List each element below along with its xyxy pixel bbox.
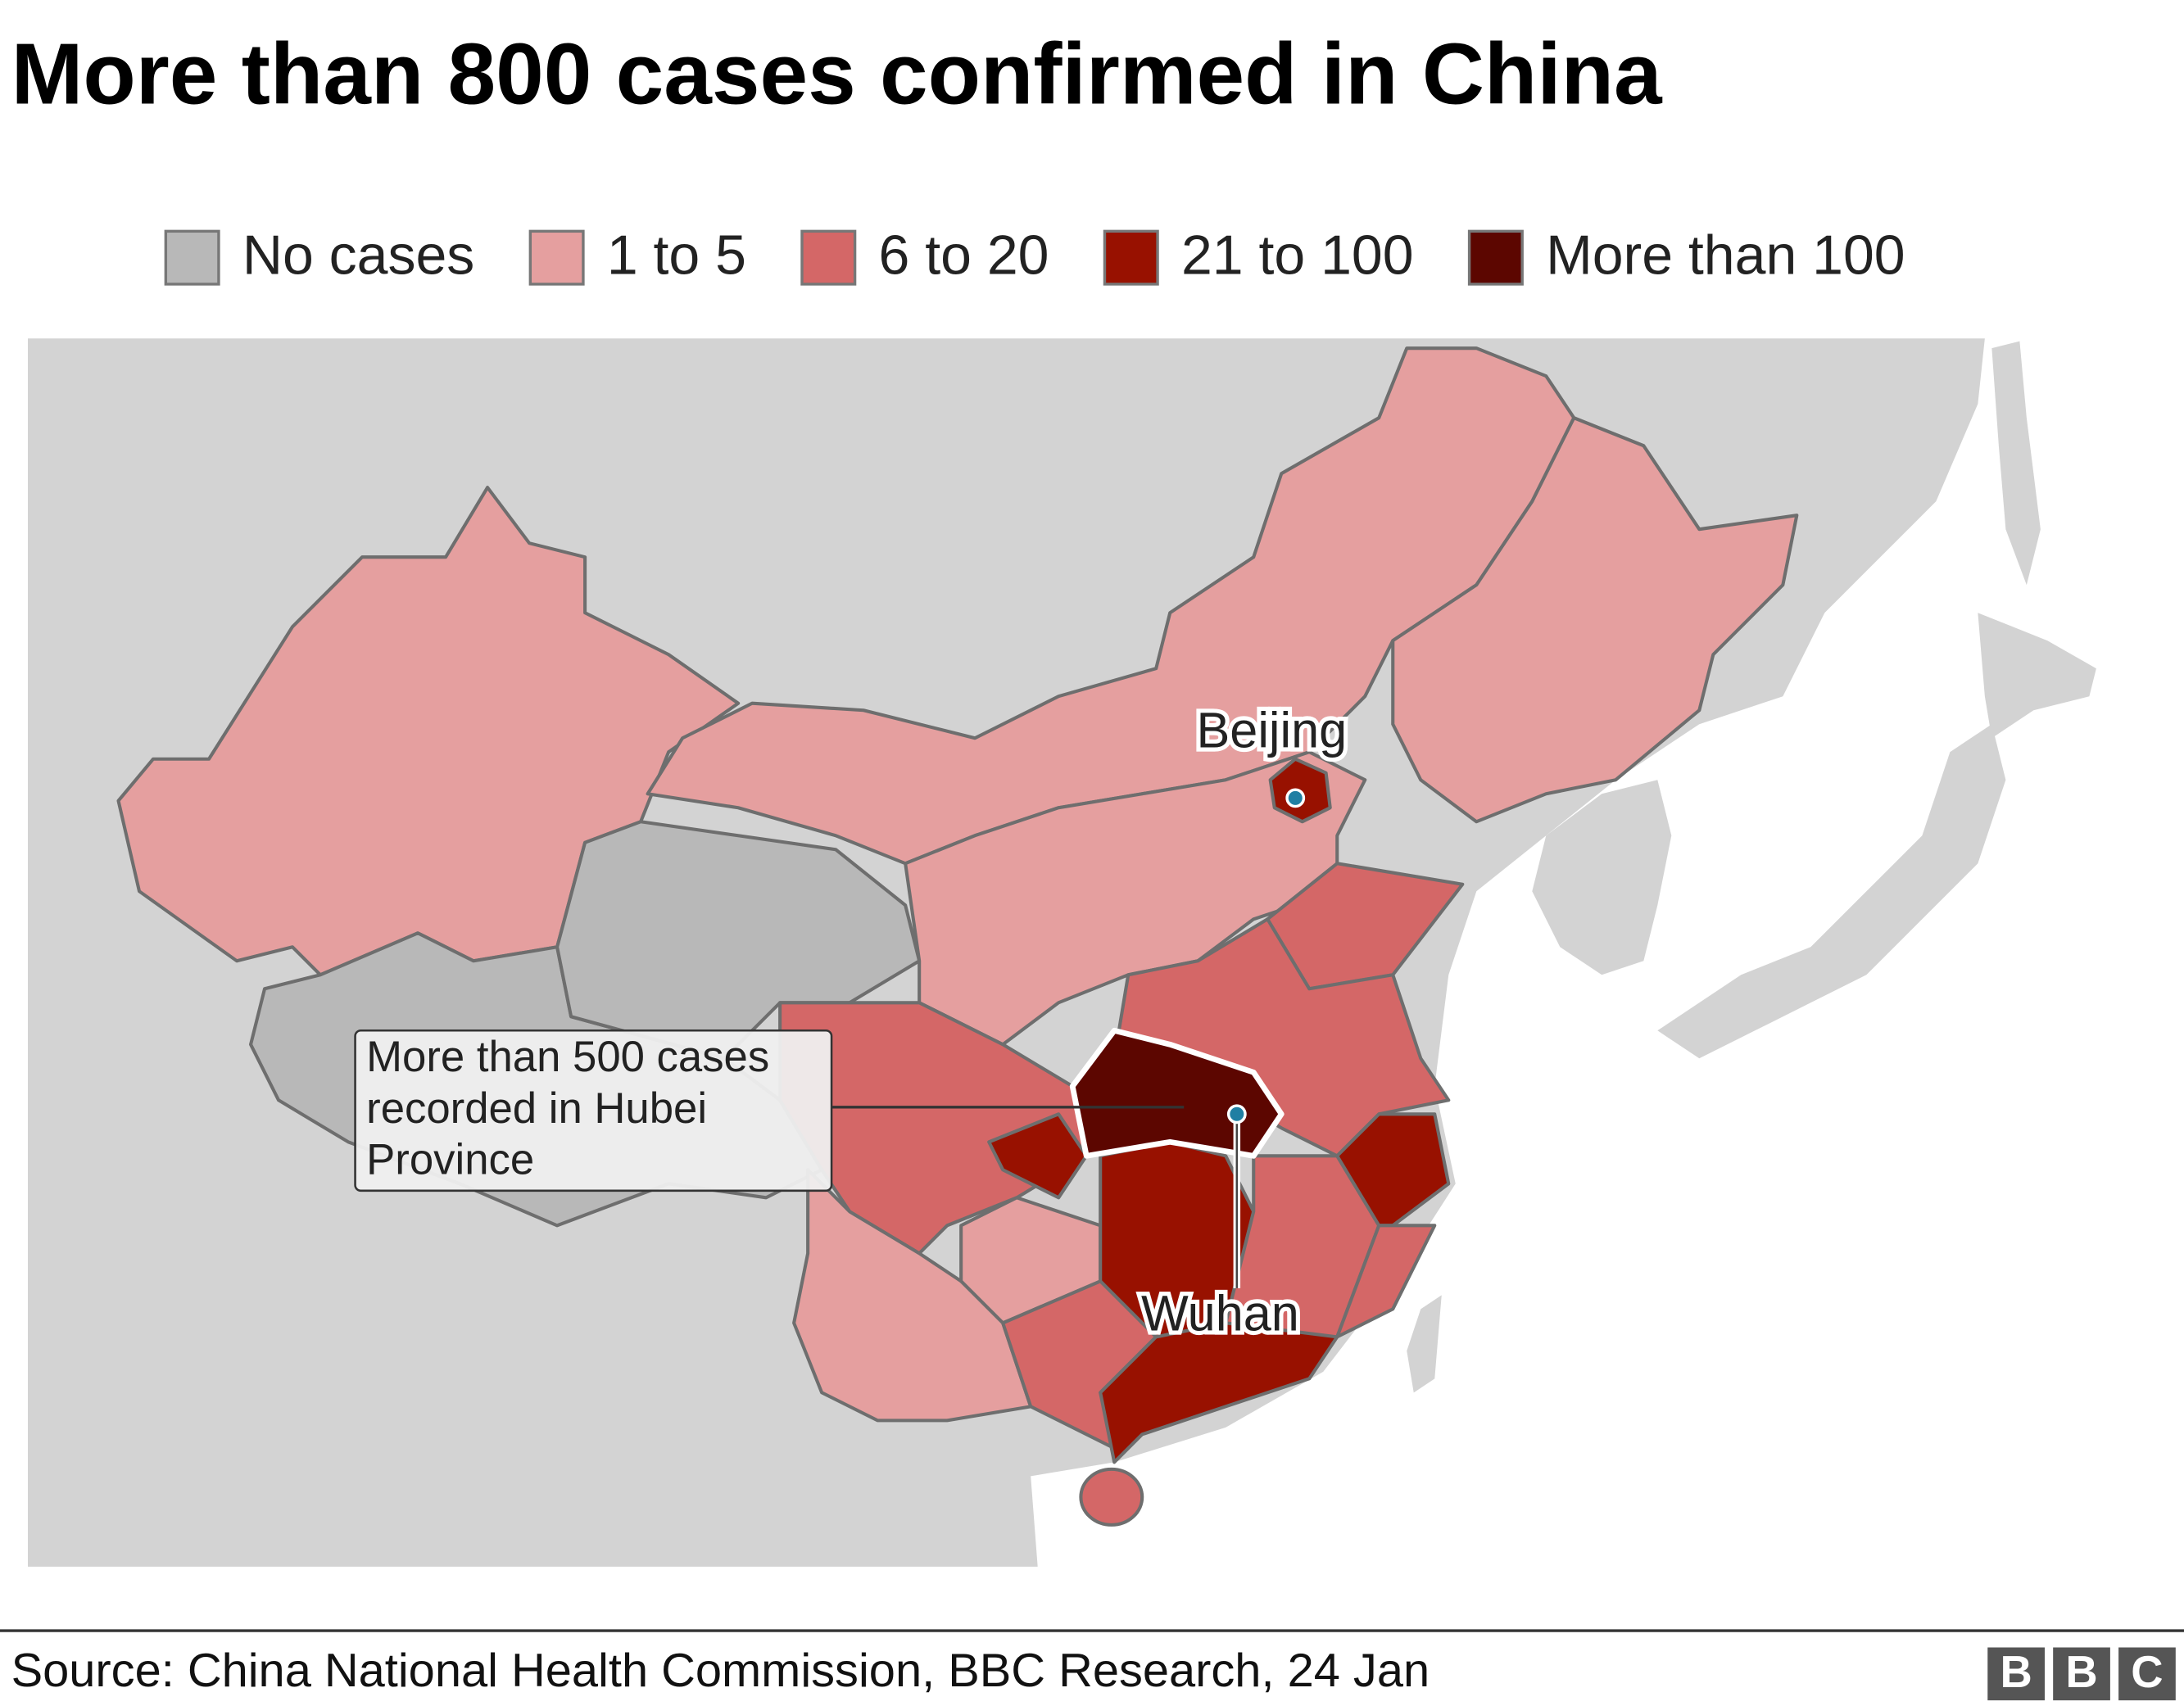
japan (1657, 724, 2006, 1059)
annotation-line: recorded in Hubei (366, 1084, 707, 1133)
japan-north (1978, 613, 2096, 739)
legend-swatch (528, 229, 585, 286)
city-label: Beijing (1196, 702, 1347, 758)
province (1099, 1321, 1339, 1464)
legend-swatch (1103, 229, 1159, 286)
legend-label: 6 to 20 (879, 224, 1049, 286)
map: Beijing Wuhan More than 500 casesrecorde… (28, 338, 2096, 1567)
province (1069, 1027, 1285, 1159)
logo-letter: B (2000, 1647, 2032, 1697)
province (116, 486, 741, 977)
legend-label: More than 100 (1546, 224, 1905, 286)
province (987, 1112, 1089, 1200)
logo-letter: C (2131, 1647, 2163, 1697)
logo-box (1987, 1647, 2045, 1701)
taiwan (1407, 1295, 1442, 1393)
legend: No cases 1 to 5 6 to 20 21 to 100 More than … (164, 224, 1905, 286)
city-dot (1285, 788, 1306, 808)
province (1391, 416, 1799, 824)
title: More than 800 cases confirmed in China (11, 27, 1663, 123)
logo-box (2118, 1647, 2176, 1701)
legend-swatch (164, 229, 220, 286)
legend-label: 1 to 5 (607, 224, 746, 286)
province (1079, 1467, 1144, 1527)
legend-swatch (800, 229, 857, 286)
sakhalin (1991, 341, 2041, 586)
annotation-box (354, 1029, 833, 1192)
logo-letter: B (2065, 1647, 2097, 1697)
city-dot (1226, 1104, 1247, 1125)
annotation-line: Province (366, 1136, 534, 1184)
province (792, 1168, 1033, 1423)
province (1335, 1224, 1437, 1339)
legend-label: No cases (242, 224, 474, 286)
korea (1532, 780, 1672, 975)
legend-swatch (1467, 229, 1524, 286)
city-label: Wuhan (1141, 1286, 1299, 1342)
legend-label: 21 to 100 (1181, 224, 1414, 286)
province (555, 820, 922, 1061)
annotation-line: More than 500 cases (366, 1033, 769, 1081)
logo-box (2053, 1647, 2110, 1701)
source: Source: China National Health Commission… (11, 1645, 1430, 1697)
